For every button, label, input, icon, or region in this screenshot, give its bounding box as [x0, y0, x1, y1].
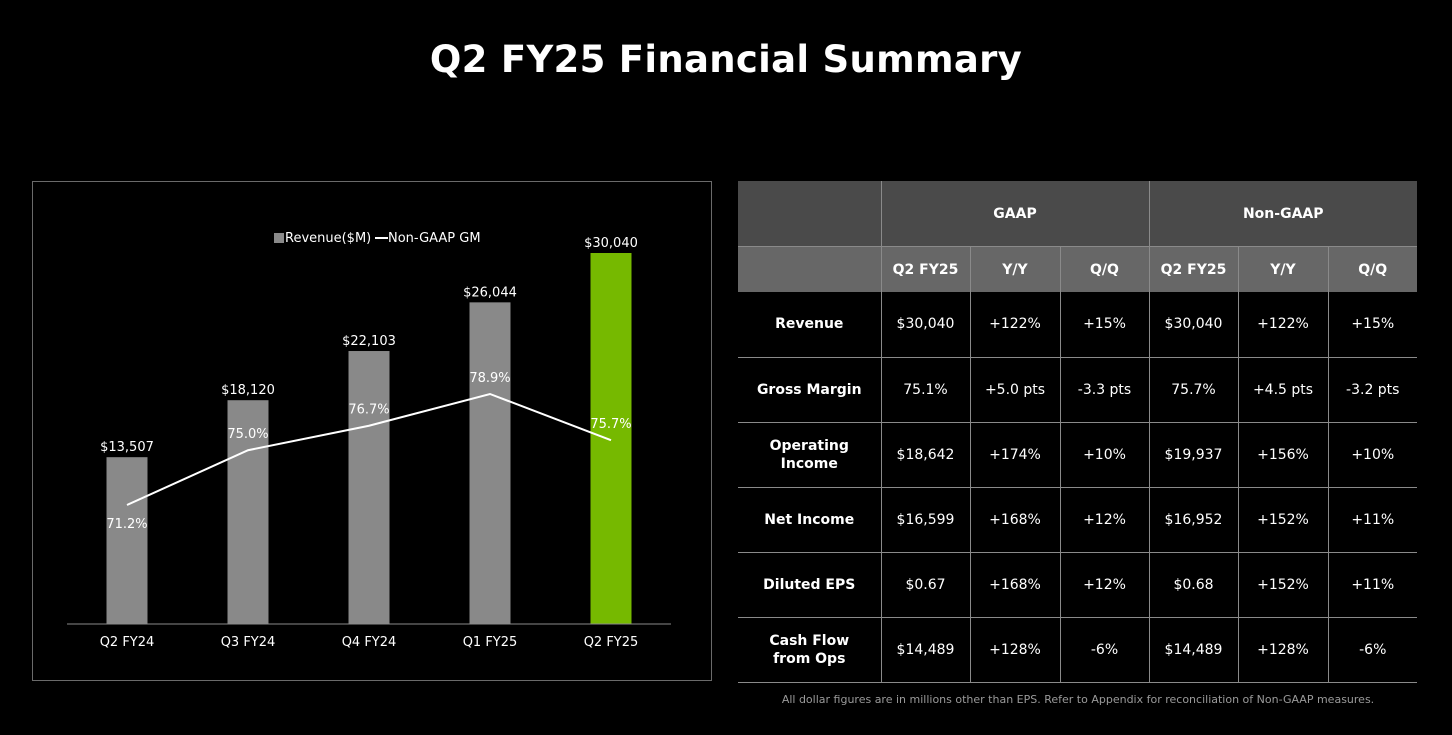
- x-tick-label: Q3 FY24: [221, 635, 276, 650]
- table-cell: $14,489: [1148, 617, 1238, 683]
- table-cell: $14,489: [880, 617, 970, 683]
- revenue-chart-panel: Revenue($M) Non-GAAP GM $13,507 $18,120 $22…: [32, 181, 712, 681]
- page-title: Q2 FY25 Financial Summary: [429, 38, 1023, 81]
- table-cell: -3.2 pts: [1327, 357, 1417, 423]
- sub-header: Y/Y: [1237, 246, 1328, 292]
- revenue-bars: $13,507 $18,120 $22,103 $26,044 $30,040: [100, 236, 638, 624]
- table-cell: +12%: [1059, 487, 1149, 553]
- table-row: Diluted EPS $0.67 +168% +12% $0.68 +152% +11%: [738, 552, 1417, 618]
- table-cell: +128%: [969, 617, 1060, 683]
- sub-header: Q/Q: [1327, 246, 1417, 292]
- row-label: Operating Income: [738, 422, 881, 488]
- bar-value-label: $30,040: [584, 236, 638, 251]
- table-cell: +11%: [1327, 487, 1417, 553]
- table-cell: +12%: [1059, 552, 1149, 618]
- gm-value-label: 71.2%: [106, 517, 147, 532]
- gm-value-label: 75.0%: [227, 427, 268, 442]
- bar-value-label: $18,120: [221, 383, 275, 398]
- revenue-gm-chart: Revenue($M) Non-GAAP GM $13,507 $18,120 $22…: [67, 231, 671, 650]
- revenue-bar: [227, 400, 269, 624]
- row-label: Cash Flow from Ops: [738, 617, 881, 683]
- x-axis: Q2 FY24 Q3 FY24 Q4 FY24 Q1 FY25 Q2 FY25: [67, 623, 671, 650]
- gm-value-label: 78.9%: [469, 371, 510, 386]
- table-cell: +15%: [1059, 292, 1149, 358]
- x-tick-label: Q2 FY24: [100, 635, 155, 650]
- financial-summary-table: GAAP Non-GAAP Q2 FY25 Y/Y Q/Q Q2 FY25 Y/…: [738, 181, 1417, 683]
- table-cell: +152%: [1237, 487, 1328, 553]
- table-row: Cash Flow from Ops $14,489 +128% -6% $14,489…: [738, 617, 1417, 683]
- table-cell: +122%: [1237, 292, 1328, 358]
- table-cell: +174%: [969, 422, 1060, 488]
- row-label: Revenue: [738, 292, 881, 358]
- table-row: Net Income $16,599 +168% +12% $16,952 +152% +1…: [738, 487, 1417, 553]
- gaap-header: GAAP: [880, 181, 1149, 247]
- legend-bar-swatch: [274, 233, 284, 243]
- gm-value-label: 75.7%: [590, 417, 631, 432]
- table-cell: $18,642: [880, 422, 970, 488]
- sub-header: Q2 FY25: [1148, 246, 1238, 292]
- gm-value-label: 76.7%: [348, 403, 389, 418]
- table-sub-header-row: Q2 FY25 Y/Y Q/Q Q2 FY25 Y/Y Q/Q: [738, 246, 1417, 292]
- table-cell: +168%: [969, 552, 1060, 618]
- bar-value-label: $22,103: [342, 334, 396, 349]
- table-cell: +152%: [1237, 552, 1328, 618]
- non-gaap-header: Non-GAAP: [1148, 181, 1417, 247]
- row-label: Gross Margin: [738, 357, 881, 423]
- x-tick-label: Q2 FY25: [584, 635, 639, 650]
- table-cell: +5.0 pts: [969, 357, 1060, 423]
- table-cell: +15%: [1327, 292, 1417, 358]
- x-tick-label: Q1 FY25: [463, 635, 518, 650]
- gm-line: 71.2% 75.0% 76.7% 78.9% 75.7%: [106, 371, 631, 532]
- sub-header: Q2 FY25: [880, 246, 970, 292]
- table-cell: +168%: [969, 487, 1060, 553]
- table-cell: -6%: [1327, 617, 1417, 683]
- revenue-bar: [469, 302, 511, 624]
- table-cell: $16,599: [880, 487, 970, 553]
- table-cell: -3.3 pts: [1059, 357, 1149, 423]
- legend-label-gm: Non-GAAP GM: [388, 231, 481, 246]
- table-cell: +156%: [1237, 422, 1328, 488]
- table-corner-cell: [738, 181, 881, 247]
- table-cell: 75.1%: [880, 357, 970, 423]
- table-corner-cell: [738, 246, 881, 292]
- bar-value-label: $13,507: [100, 440, 154, 455]
- table-cell: $30,040: [880, 292, 970, 358]
- bar-value-label: $26,044: [463, 285, 517, 300]
- x-tick-label: Q4 FY24: [342, 635, 397, 650]
- table-cell: $0.68: [1148, 552, 1238, 618]
- table-row: Revenue $30,040 +122% +15% $30,040 +122% +15%: [738, 292, 1417, 358]
- chart-legend: Revenue($M) Non-GAAP GM: [274, 231, 481, 246]
- legend-label-revenue: Revenue($M): [285, 231, 371, 246]
- table-body: Revenue $30,040 +122% +15% $30,040 +122% +15% G…: [738, 292, 1417, 683]
- revenue-bar: [106, 457, 148, 624]
- row-label: Diluted EPS: [738, 552, 881, 618]
- table-cell: +11%: [1327, 552, 1417, 618]
- revenue-bar: [348, 351, 390, 624]
- sub-header: Q/Q: [1059, 246, 1149, 292]
- table-row: Operating Income $18,642 +174% +10% $19,937 +…: [738, 422, 1417, 488]
- sub-header: Y/Y: [969, 246, 1060, 292]
- table-cell: $19,937: [1148, 422, 1238, 488]
- table-cell: +10%: [1327, 422, 1417, 488]
- gm-line-path: [126, 392, 612, 506]
- table-cell: +128%: [1237, 617, 1328, 683]
- table-cell: +10%: [1059, 422, 1149, 488]
- table-group-header-row: GAAP Non-GAAP: [738, 181, 1417, 247]
- row-label: Net Income: [738, 487, 881, 553]
- table-cell: $0.67: [880, 552, 970, 618]
- table-row: Gross Margin 75.1% +5.0 pts -3.3 pts 75.7% +4…: [738, 357, 1417, 423]
- table-cell: +122%: [969, 292, 1060, 358]
- revenue-bar: [590, 253, 632, 624]
- table-cell: 75.7%: [1148, 357, 1238, 423]
- table-cell: -6%: [1059, 617, 1149, 683]
- table-cell: $16,952: [1148, 487, 1238, 553]
- table-cell: $30,040: [1148, 292, 1238, 358]
- table-cell: +4.5 pts: [1237, 357, 1328, 423]
- footnote: All dollar figures are in millions other…: [781, 693, 1375, 706]
